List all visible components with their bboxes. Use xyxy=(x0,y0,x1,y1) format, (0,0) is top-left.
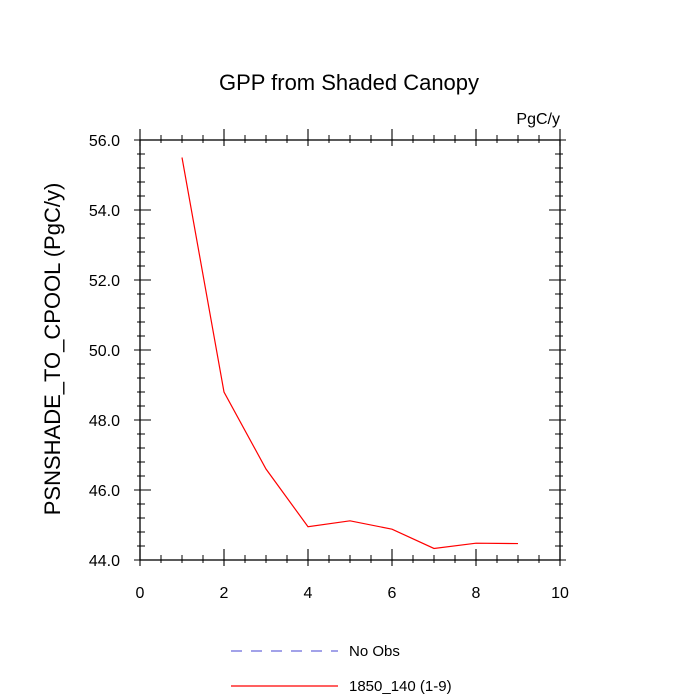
x-tick-label: 4 xyxy=(304,585,313,602)
legend-label: 1850_140 (1-9) xyxy=(349,678,452,695)
y-tick-label: 52.0 xyxy=(89,273,120,290)
axis-ticks xyxy=(134,129,566,566)
series-layer xyxy=(181,157,519,550)
x-tick-label: 0 xyxy=(136,585,145,602)
y-tick-label: 44.0 xyxy=(89,553,120,570)
chart-title: GPP from Shaded Canopy xyxy=(219,70,479,95)
y-tick-label: 46.0 xyxy=(89,483,120,500)
legend: No Obs 1850_140 (1-9) xyxy=(231,643,452,695)
plot-frame xyxy=(139,139,561,561)
x-tick-label: 6 xyxy=(388,585,397,602)
y-tick-label: 54.0 xyxy=(89,203,120,220)
x-tick-label: 10 xyxy=(551,585,569,602)
x-tick-label: 2 xyxy=(220,585,229,602)
y-tick-label: 48.0 xyxy=(89,413,120,430)
axis-tick-labels: 0 2 4 6 8 10 44.0 46.0 48.0 50.0 52.0 54.0 56.0 xyxy=(89,133,569,602)
legend-label: No Obs xyxy=(349,643,400,660)
y-axis-label: PSNSHADE_TO_CPOOL (PgC/y) xyxy=(40,183,65,516)
series-line xyxy=(181,157,519,550)
y-tick-label: 50.0 xyxy=(89,343,120,360)
y-tick-label: 56.0 xyxy=(89,133,120,150)
x-tick-label: 8 xyxy=(472,585,481,602)
units-label: PgC/y xyxy=(516,111,560,128)
